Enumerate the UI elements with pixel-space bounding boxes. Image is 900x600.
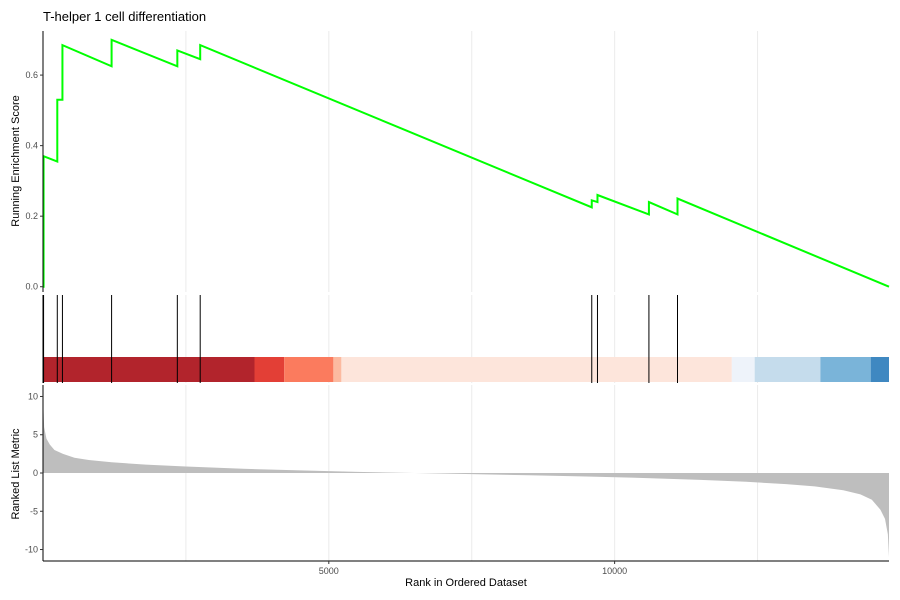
ranked-y-tick-label: -10	[25, 545, 38, 555]
x-axis-label: Rank in Ordered Dataset	[405, 577, 527, 589]
axes-layer: 0.0 0.2 0.4 0.6 10 5 0 -5 -10 5000 10000	[25, 31, 889, 576]
color-band-segment	[820, 357, 871, 382]
x-tick-label: 5000	[319, 566, 339, 576]
running-es-line	[42, 38, 890, 288]
color-band-segment	[731, 357, 755, 382]
ranked-y-tick-label: 5	[33, 430, 38, 440]
color-band-segment	[754, 357, 821, 382]
grid-layer	[185, 31, 759, 561]
es-y-axis-label: Running Enrichment Score	[10, 95, 22, 226]
color-band-segment	[333, 357, 342, 382]
ranked-y-axis-label: Ranked List Metric	[10, 428, 22, 520]
color-band-segment	[284, 357, 334, 382]
chart-title: T-helper 1 cell differentiation	[43, 9, 206, 24]
ranked-y-tick-label: 0	[33, 468, 38, 478]
color-band-segment	[43, 357, 255, 382]
es-y-tick-label: 0.0	[25, 282, 38, 292]
gene-hit-marks	[43, 295, 678, 383]
color-band-segment	[254, 357, 285, 382]
enrichment-score-series	[42, 38, 890, 288]
x-tick-label: 10000	[602, 566, 627, 576]
ranking-color-band	[43, 357, 889, 382]
es-y-tick-label: 0.4	[25, 141, 38, 151]
es-y-tick-label: 0.6	[25, 70, 38, 80]
ranked-metric-area	[43, 396, 889, 558]
ranked-y-tick-label: 10	[28, 391, 38, 401]
ranked-y-tick-label: -5	[30, 506, 38, 516]
ranked-list-area	[43, 396, 889, 558]
es-y-tick-label: 0.2	[25, 211, 38, 221]
color-band-segment	[870, 357, 889, 382]
color-band-segment	[341, 357, 732, 382]
